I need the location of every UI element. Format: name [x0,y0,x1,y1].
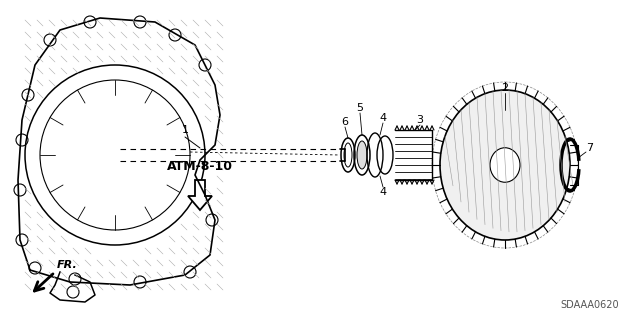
Text: 4: 4 [380,187,387,197]
Text: 6: 6 [342,117,349,127]
Text: SDAAA0620: SDAAA0620 [561,300,620,310]
Text: 3: 3 [417,115,424,125]
Ellipse shape [357,141,367,169]
Text: 1: 1 [182,125,189,135]
Text: 5: 5 [356,103,364,113]
Text: ATM-8-10: ATM-8-10 [167,160,233,173]
Polygon shape [188,180,212,210]
Ellipse shape [490,148,520,182]
Text: 4: 4 [380,113,387,123]
Text: 7: 7 [586,143,593,153]
Text: 2: 2 [501,83,509,93]
Text: FR.: FR. [57,260,77,270]
Ellipse shape [440,90,570,240]
